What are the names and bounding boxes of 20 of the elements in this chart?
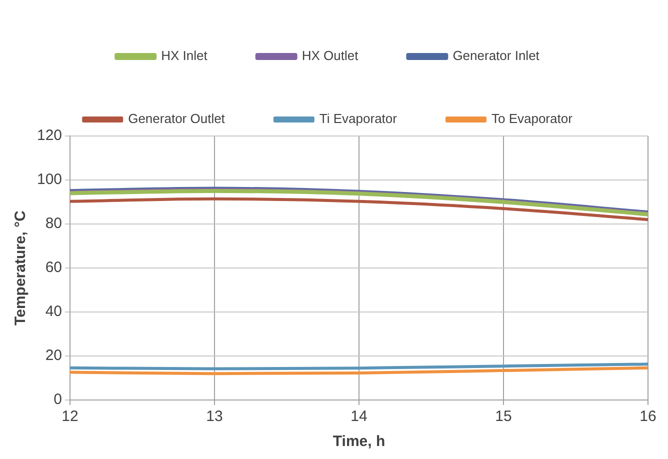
y-tick-label: 60 — [45, 259, 62, 276]
y-tick-label: 0 — [54, 391, 62, 408]
x-tick-label: 16 — [640, 408, 656, 426]
y-tick-label: 120 — [36, 127, 62, 144]
x-tick-label: 12 — [62, 408, 78, 426]
x-tick-label: 15 — [495, 408, 512, 426]
legend-label: Generator Inlet — [452, 48, 540, 64]
x-tick-label: 13 — [206, 408, 223, 426]
legend-label: HX Outlet — [302, 48, 359, 64]
y-tick-label: 20 — [45, 347, 62, 364]
x-axis-title: Time, h — [332, 433, 386, 450]
y-tick-label: 100 — [36, 171, 62, 188]
y-tick-label: 80 — [45, 215, 62, 232]
legend-label: HX Inlet — [161, 48, 208, 64]
legend-label: To Evaporator — [491, 111, 574, 126]
y-tick-label: 40 — [45, 303, 62, 320]
x-tick-label: 14 — [350, 408, 368, 426]
legend-label: Generator Outlet — [128, 111, 226, 126]
legend-label: Ti Evaporator — [319, 111, 398, 126]
y-axis-title: Temperature, °C — [12, 210, 30, 326]
